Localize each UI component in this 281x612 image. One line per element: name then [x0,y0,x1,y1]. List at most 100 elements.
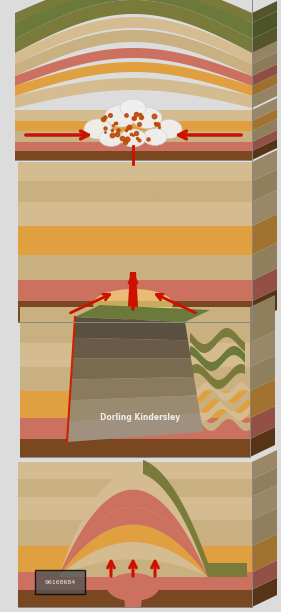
Polygon shape [252,508,277,546]
Polygon shape [133,164,193,236]
Polygon shape [127,272,139,322]
Polygon shape [124,164,133,174]
Polygon shape [18,462,252,479]
Polygon shape [133,164,167,205]
Polygon shape [18,301,252,322]
Polygon shape [133,164,159,195]
Polygon shape [252,109,277,131]
Polygon shape [252,74,277,96]
Polygon shape [252,243,277,280]
Polygon shape [133,164,150,185]
Polygon shape [18,255,252,280]
Ellipse shape [120,129,146,147]
Polygon shape [20,418,250,439]
Polygon shape [72,338,191,359]
Polygon shape [252,150,277,181]
Polygon shape [23,507,247,577]
Polygon shape [15,17,252,64]
Ellipse shape [93,289,173,319]
Ellipse shape [99,130,123,146]
Polygon shape [20,439,250,457]
Polygon shape [133,164,228,277]
Polygon shape [252,27,277,53]
Polygon shape [75,305,210,322]
Polygon shape [252,534,277,572]
Polygon shape [252,190,277,226]
Polygon shape [47,164,133,267]
Polygon shape [15,110,252,121]
Polygon shape [18,202,252,226]
Polygon shape [252,64,277,86]
Polygon shape [23,490,247,577]
Polygon shape [15,142,252,151]
Polygon shape [71,359,194,379]
Polygon shape [252,289,277,322]
Polygon shape [252,52,277,76]
Polygon shape [250,406,275,439]
Polygon shape [252,130,277,151]
Polygon shape [133,164,176,215]
Polygon shape [90,164,133,215]
Polygon shape [20,307,250,343]
Polygon shape [81,164,133,226]
Polygon shape [18,546,252,572]
Polygon shape [18,226,252,255]
Polygon shape [64,164,133,246]
Ellipse shape [107,573,159,601]
Polygon shape [70,377,197,400]
Polygon shape [23,524,247,577]
Polygon shape [15,131,252,142]
Polygon shape [18,162,252,181]
Ellipse shape [132,108,162,129]
Polygon shape [20,391,250,418]
Polygon shape [252,119,277,142]
Polygon shape [20,343,250,367]
Polygon shape [252,1,277,23]
Polygon shape [250,295,275,343]
Polygon shape [250,379,275,418]
Polygon shape [18,280,252,301]
Text: 96168684: 96168684 [44,580,76,584]
Ellipse shape [120,99,146,117]
Ellipse shape [84,119,112,139]
Polygon shape [23,542,247,577]
Polygon shape [252,468,277,497]
Polygon shape [252,169,277,202]
Polygon shape [250,427,275,457]
Polygon shape [38,164,133,277]
Polygon shape [133,164,211,256]
Polygon shape [15,151,252,160]
Polygon shape [252,269,277,301]
Polygon shape [252,450,277,479]
Polygon shape [18,497,252,520]
Polygon shape [15,0,252,39]
Polygon shape [15,0,252,23]
Polygon shape [133,164,202,246]
Polygon shape [15,48,252,86]
Polygon shape [133,164,219,267]
Polygon shape [15,121,252,131]
Polygon shape [123,587,143,607]
Polygon shape [252,41,277,64]
Polygon shape [15,30,252,76]
Polygon shape [133,164,142,174]
Polygon shape [18,520,252,546]
Polygon shape [252,11,277,39]
Polygon shape [252,214,277,255]
Polygon shape [20,367,250,391]
Polygon shape [55,164,133,256]
Polygon shape [98,164,133,205]
Polygon shape [23,559,247,577]
Polygon shape [72,164,133,236]
Ellipse shape [156,119,182,138]
Polygon shape [252,578,277,607]
Polygon shape [133,164,185,226]
Polygon shape [250,355,275,391]
Polygon shape [143,460,247,577]
Polygon shape [23,472,247,577]
Polygon shape [252,84,277,108]
Polygon shape [18,589,252,607]
Polygon shape [15,62,252,96]
Polygon shape [15,0,252,53]
Ellipse shape [105,105,137,127]
